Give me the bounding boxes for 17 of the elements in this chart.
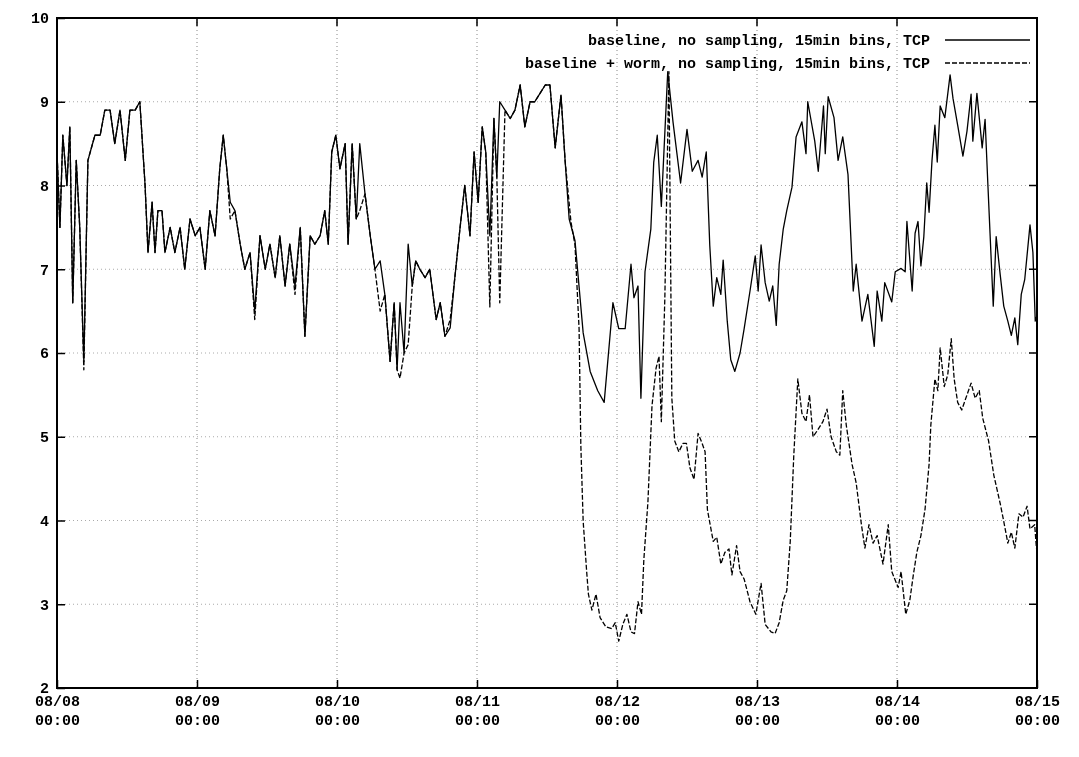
y-tick-label: 4 <box>39 513 49 531</box>
y-tick-label: 9 <box>39 95 49 113</box>
legend-label: baseline, no sampling, 15min bins, TCP <box>587 33 930 50</box>
y-tick-label: 10 <box>30 11 49 29</box>
y-tick-label: 5 <box>39 430 49 448</box>
x-tick-label: 08/09 00:00 <box>174 694 221 730</box>
x-tick-label: 08/14 00:00 <box>874 694 921 730</box>
x-tick-label: 08/10 00:00 <box>314 694 361 730</box>
x-tick-label: 08/12 00:00 <box>594 694 641 730</box>
x-tick-label: 08/15 00:00 <box>1014 694 1061 730</box>
y-tick-label: 7 <box>39 262 49 280</box>
y-tick-label: 8 <box>39 178 49 196</box>
series-label: baseline + worm, no sampling, 15min bins, TCP <box>524 56 930 73</box>
y-tick-label: 3 <box>39 597 49 615</box>
x-tick-label: 08/11 00:00 <box>454 694 501 730</box>
x-tick-label: 08/13 00:00 <box>734 694 781 730</box>
y-tick-label: 6 <box>39 346 49 364</box>
